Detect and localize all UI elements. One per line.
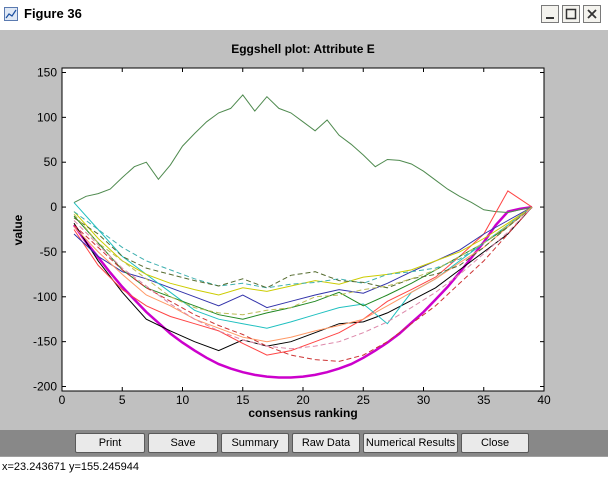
y-tick-label: 150	[37, 65, 57, 79]
x-tick-label: 15	[236, 393, 250, 407]
series-line-9	[73, 206, 533, 289]
series-line-5	[73, 202, 533, 329]
status-bar: x=23.243671 y=155.245944	[0, 456, 608, 480]
x-tick-label: 35	[477, 393, 491, 407]
window-titlebar: Figure 36	[0, 0, 608, 31]
chart-title: Eggshell plot: Attribute E	[231, 42, 375, 56]
series-line-13	[73, 206, 533, 350]
minimize-icon	[546, 17, 554, 19]
y-tick-label: 0	[50, 200, 57, 214]
y-tick-label: -50	[40, 245, 58, 259]
series-line-2	[73, 206, 533, 352]
eggshell-chart: Eggshell plot: Attribute E 0 5 10 15 20 25 30 3…	[11, 42, 551, 420]
axes-layer: 0 5 10 15 20 25 30 35 40 150 100 50 0 -50 -100 -150 -200	[33, 65, 551, 407]
series-line-1	[73, 94, 533, 214]
save-button[interactable]: Save	[148, 433, 218, 453]
x-axis-label: consensus ranking	[248, 406, 357, 420]
window-title: Figure 36	[24, 6, 82, 21]
minimize-button[interactable]	[541, 5, 559, 23]
y-tick-label: -200	[33, 380, 57, 394]
y-tick-label: -150	[33, 335, 57, 349]
series-line-10	[73, 206, 533, 289]
series-line-11	[73, 206, 533, 362]
x-tick-label: 0	[59, 393, 66, 407]
raw-data-button[interactable]: Raw Data	[292, 433, 360, 453]
x-tick-label: 30	[417, 393, 431, 407]
x-tick-label: 5	[119, 393, 126, 407]
y-tick-label: 50	[44, 155, 58, 169]
cursor-coordinates: x=23.243671 y=155.245944	[2, 461, 140, 473]
close-icon	[587, 9, 597, 19]
close-window-button[interactable]	[583, 5, 601, 23]
figure-app-icon	[4, 7, 18, 21]
figure-toolbar: Print Save Summary Raw Data Numerical Re…	[0, 430, 608, 456]
y-axis-label: value	[11, 214, 25, 245]
numerical-results-button[interactable]: Numerical Results	[363, 433, 458, 453]
series-line-12	[73, 206, 533, 316]
y-tick-label: 100	[37, 110, 57, 124]
series-layer	[72, 94, 533, 379]
plot-area	[61, 67, 545, 392]
close-button[interactable]: Close	[461, 433, 529, 453]
x-tick-label: 25	[357, 393, 371, 407]
y-tick-label: -100	[33, 290, 57, 304]
figure-canvas[interactable]: Eggshell plot: Attribute E 0 5 10 15 20 25 30 3…	[0, 30, 608, 430]
x-tick-label: 20	[296, 393, 310, 407]
print-button[interactable]: Print	[75, 433, 145, 453]
maximize-button[interactable]	[562, 5, 580, 23]
summary-button[interactable]: Summary	[221, 433, 289, 453]
series-line-4	[73, 206, 533, 309]
series-line-8	[73, 206, 533, 343]
x-tick-label: 40	[537, 393, 551, 407]
series-line-3	[73, 190, 533, 356]
maximize-icon	[565, 8, 577, 20]
x-tick-label: 10	[176, 393, 190, 407]
